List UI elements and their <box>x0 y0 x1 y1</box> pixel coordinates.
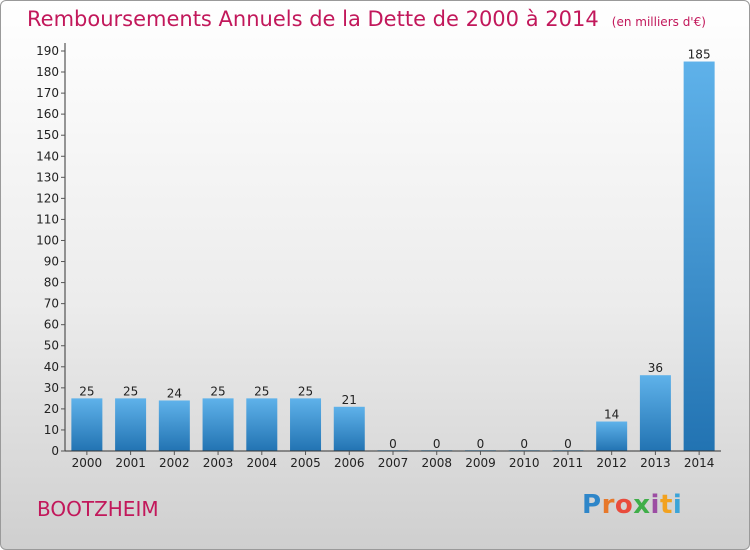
x-tick-label: 2000 <box>72 456 103 470</box>
data-label: 0 <box>389 437 397 451</box>
y-tick-label: 80 <box>44 276 59 290</box>
data-label: 25 <box>254 384 269 398</box>
x-tick-label: 2014 <box>684 456 715 470</box>
data-label: 21 <box>342 393 357 407</box>
y-tick-label: 40 <box>44 360 59 374</box>
data-label: 25 <box>298 384 313 398</box>
y-tick-label: 0 <box>51 444 59 458</box>
y-tick-label: 10 <box>44 423 59 437</box>
y-tick-label: 140 <box>36 149 59 163</box>
bar <box>639 375 671 451</box>
x-tick-label: 2005 <box>290 456 321 470</box>
x-tick-label: 2006 <box>334 456 365 470</box>
bar <box>596 421 628 451</box>
data-label: 25 <box>79 384 94 398</box>
y-tick-label: 110 <box>36 212 59 226</box>
data-label: 0 <box>520 437 528 451</box>
data-label: 0 <box>433 437 441 451</box>
x-axis: 2000 2001 2002 2003 2004 2005 2006 2007 2008 2009… <box>65 450 721 470</box>
bar <box>115 398 147 451</box>
data-label: 0 <box>477 437 485 451</box>
bar <box>71 398 103 451</box>
logo-letter: r <box>601 490 615 520</box>
y-tick-label: 30 <box>44 381 59 395</box>
bar <box>290 398 322 451</box>
y-tick-label: 120 <box>36 191 59 205</box>
commune-name: BOOTZHEIM <box>37 497 159 521</box>
data-label: 36 <box>648 361 663 375</box>
data-label: 14 <box>604 408 619 422</box>
x-tick-label: 2002 <box>159 456 190 470</box>
data-labels: 25 25 24 25 25 25 21 0 0 0 0 0 14 36 185 <box>79 48 710 451</box>
x-tick-label: 2003 <box>203 456 234 470</box>
y-tick-label: 180 <box>36 65 59 79</box>
title-text: Remboursements Annuels de la Dette de 20… <box>27 7 599 31</box>
y-tick-label: 70 <box>44 297 59 311</box>
y-tick-label: 170 <box>36 86 59 100</box>
x-tick-label: 2008 <box>421 456 452 470</box>
bar <box>202 398 234 451</box>
y-tick-label: 160 <box>36 107 59 121</box>
data-label: 185 <box>688 48 711 62</box>
y-tick-label: 20 <box>44 402 59 416</box>
x-tick-label: 2011 <box>553 456 584 470</box>
bar <box>683 61 715 452</box>
y-tick-label: 60 <box>44 318 59 332</box>
logo-letter: o <box>614 490 634 520</box>
chart-title: Remboursements Annuels de la Dette de 20… <box>27 7 706 31</box>
y-tick-label: 100 <box>36 233 59 247</box>
logo-letter: t <box>659 490 673 520</box>
bar <box>333 406 365 451</box>
data-label: 0 <box>564 437 572 451</box>
y-tick-label: 130 <box>36 170 59 184</box>
x-tick-label: 2009 <box>465 456 496 470</box>
bars <box>71 61 715 452</box>
logo-letter: x <box>633 490 651 520</box>
x-tick-label: 2004 <box>247 456 278 470</box>
logo-letter: i <box>650 490 660 520</box>
x-tick-label: 2010 <box>509 456 540 470</box>
x-tick-label: 2007 <box>378 456 409 470</box>
y-tick-label: 50 <box>44 339 59 353</box>
y-tick-label: 90 <box>44 255 59 269</box>
bar-chart: 0102030405060708090100110120130140150160… <box>36 43 721 470</box>
proxiti-logo: Proxiti <box>582 490 682 520</box>
x-tick-label: 2001 <box>115 456 146 470</box>
title-unit: (en milliers d'€) <box>611 15 706 29</box>
y-axis: 0 10 20 30 40 50 60 70 80 90 100 110 120 130 140 150 160… <box>36 43 66 458</box>
x-tick-label: 2012 <box>596 456 627 470</box>
data-label: 25 <box>210 384 225 398</box>
logo-letter: P <box>582 490 602 520</box>
y-tick-label: 190 <box>36 44 59 58</box>
data-label: 24 <box>167 386 182 400</box>
x-tick-label: 2013 <box>640 456 671 470</box>
bar <box>246 398 278 451</box>
bar <box>158 400 190 451</box>
y-tick-label: 150 <box>36 128 59 142</box>
data-label: 25 <box>123 384 138 398</box>
logo-letter: i <box>672 490 683 520</box>
